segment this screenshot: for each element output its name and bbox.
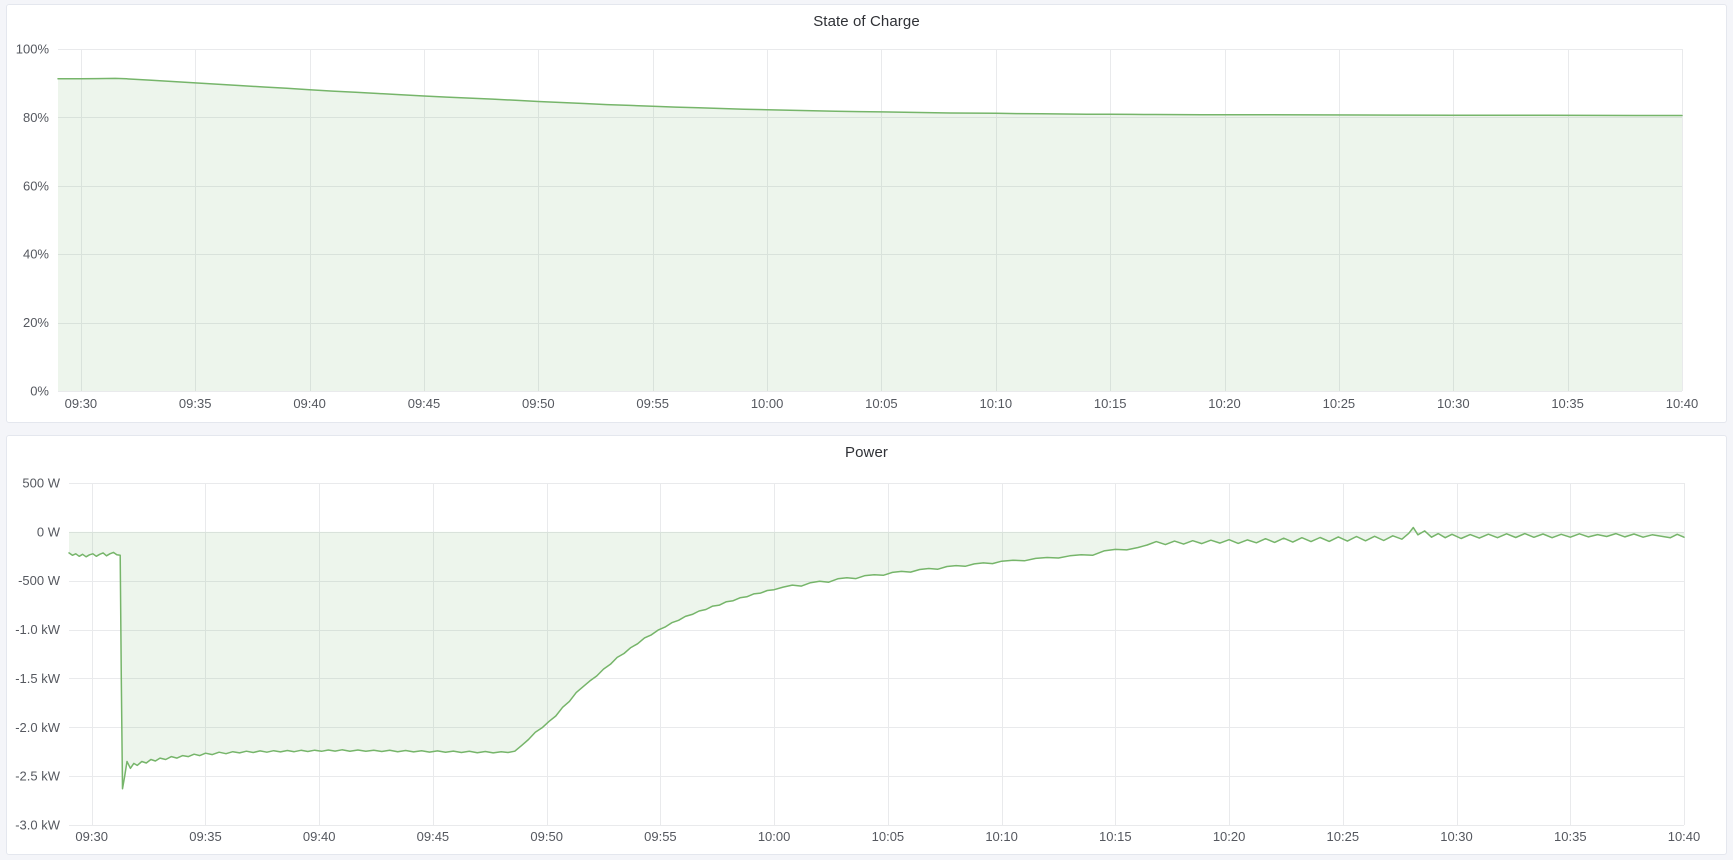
x-axis-labels: 09:30 09:35 09:40 09:45 09:50 09:55 10:00 10:05… bbox=[75, 829, 1700, 844]
y-tick-label: -1.0 kW bbox=[15, 622, 61, 637]
x-tick-label: 10:35 bbox=[1554, 829, 1587, 844]
x-tick-label: 10:05 bbox=[865, 396, 898, 411]
gridlines bbox=[69, 483, 1685, 826]
y-tick-label: 0 W bbox=[37, 524, 61, 539]
series-area-fill bbox=[69, 527, 1684, 789]
x-tick-label: 09:55 bbox=[644, 829, 677, 844]
series-line bbox=[68, 526, 1685, 790]
x-tick-label: 10:20 bbox=[1208, 396, 1241, 411]
x-tick-label: 09:35 bbox=[179, 396, 212, 411]
y-tick-label: -2.5 kW bbox=[15, 769, 61, 784]
x-tick-label: 10:15 bbox=[1094, 396, 1127, 411]
x-tick-label: 09:50 bbox=[522, 396, 555, 411]
x-tick-label: 10:25 bbox=[1327, 829, 1360, 844]
x-axis-labels: 09:30 09:35 09:40 09:45 09:50 09:55 10:00 10:05… bbox=[65, 396, 1699, 411]
y-tick-label: 20% bbox=[23, 315, 49, 330]
power-chart-plot[interactable]: 09:30 09:35 09:40 09:45 09:50 09:55 10:00 10:05… bbox=[7, 436, 1726, 854]
x-tick-label: 10:15 bbox=[1099, 829, 1132, 844]
y-tick-label: 80% bbox=[23, 110, 49, 125]
x-tick-label: 10:00 bbox=[758, 829, 791, 844]
y-tick-label: 40% bbox=[23, 247, 49, 262]
x-tick-label: 10:10 bbox=[980, 396, 1013, 411]
x-tick-label: 09:50 bbox=[530, 829, 563, 844]
x-tick-label: 10:05 bbox=[872, 829, 905, 844]
x-tick-label: 09:30 bbox=[65, 396, 98, 411]
y-tick-label: 500 W bbox=[22, 476, 60, 491]
x-tick-label: 09:35 bbox=[189, 829, 222, 844]
x-tick-label: 10:30 bbox=[1437, 396, 1470, 411]
y-tick-label: 0% bbox=[30, 384, 49, 399]
state-of-charge-panel-title[interactable]: State of Charge bbox=[813, 13, 920, 30]
y-tick-label: -3.0 kW bbox=[15, 818, 61, 833]
state-of-charge-chart-plot[interactable]: 09:30 09:35 09:40 09:45 09:50 09:55 10:00 10:05… bbox=[7, 5, 1726, 422]
y-axis-labels: 100% 80% 60% 40% 20% 0% bbox=[16, 42, 50, 399]
y-tick-label: 100% bbox=[16, 42, 50, 57]
power-panel: 09:30 09:35 09:40 09:45 09:50 09:55 10:00 10:05… bbox=[6, 435, 1727, 855]
x-tick-label: 09:40 bbox=[303, 829, 336, 844]
y-tick-label: 60% bbox=[23, 178, 49, 193]
x-tick-label: 10:40 bbox=[1668, 829, 1701, 844]
x-tick-label: 09:45 bbox=[408, 396, 441, 411]
x-tick-label: 09:45 bbox=[417, 829, 450, 844]
power-panel-title[interactable]: Power bbox=[844, 444, 889, 461]
y-axis-labels: 500 W 0 W -500 W -1.0 kW -1.5 kW -2.0 kW -2.5 … bbox=[15, 476, 61, 833]
series-area-fill bbox=[58, 78, 1682, 392]
x-tick-label: 10:20 bbox=[1213, 829, 1246, 844]
x-tick-label: 10:30 bbox=[1440, 829, 1473, 844]
x-tick-label: 10:00 bbox=[751, 396, 784, 411]
x-tick-label: 10:10 bbox=[985, 829, 1018, 844]
state-of-charge-panel: 09:30 09:35 09:40 09:45 09:50 09:55 10:00 10:05… bbox=[6, 4, 1727, 423]
y-tick-label: -500 W bbox=[18, 573, 61, 588]
x-tick-label: 10:35 bbox=[1551, 396, 1584, 411]
x-tick-label: 09:30 bbox=[75, 829, 108, 844]
y-tick-label: -2.0 kW bbox=[15, 720, 61, 735]
y-tick-label: -1.5 kW bbox=[15, 671, 61, 686]
x-tick-label: 10:25 bbox=[1323, 396, 1356, 411]
x-tick-label: 09:40 bbox=[293, 396, 326, 411]
x-tick-label: 10:40 bbox=[1666, 396, 1699, 411]
series-line bbox=[57, 77, 1683, 117]
x-tick-label: 09:55 bbox=[636, 396, 669, 411]
